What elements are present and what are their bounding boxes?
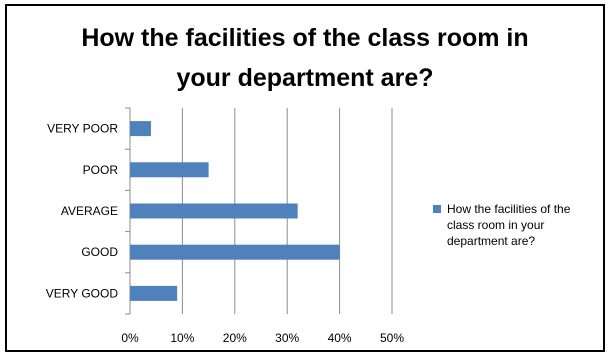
bar-average <box>130 203 298 219</box>
bar-very-good <box>130 285 178 301</box>
chart-title-line-2: your department are? <box>176 64 434 92</box>
x-tick-label: 20% <box>223 331 247 345</box>
category-label: POOR <box>83 163 119 177</box>
chart-title: How the facilities of the class room in … <box>7 18 603 98</box>
legend-swatch <box>433 205 441 213</box>
bar-poor <box>130 162 209 178</box>
category-label: VERY POOR <box>47 122 118 136</box>
x-tick-label: 30% <box>275 331 299 345</box>
bar-very-poor <box>130 121 151 137</box>
x-tick-label: 40% <box>328 331 352 345</box>
category-label: AVERAGE <box>61 204 118 218</box>
category-label: GOOD <box>81 245 118 259</box>
x-tick-label: 50% <box>380 331 404 345</box>
legend-label: How the facilities of the <box>447 202 571 216</box>
legend-label: class room in your <box>447 218 544 232</box>
x-tick-label: 10% <box>170 331 194 345</box>
category-label: VERY GOOD <box>46 286 119 300</box>
legend-label: department are? <box>447 234 535 248</box>
chart-title-line-1: How the facilities of the class room in <box>81 24 529 52</box>
x-tick-label: 0% <box>121 331 139 345</box>
bar-good <box>130 244 340 260</box>
chart-frame: How the facilities of the class room in … <box>5 4 605 352</box>
